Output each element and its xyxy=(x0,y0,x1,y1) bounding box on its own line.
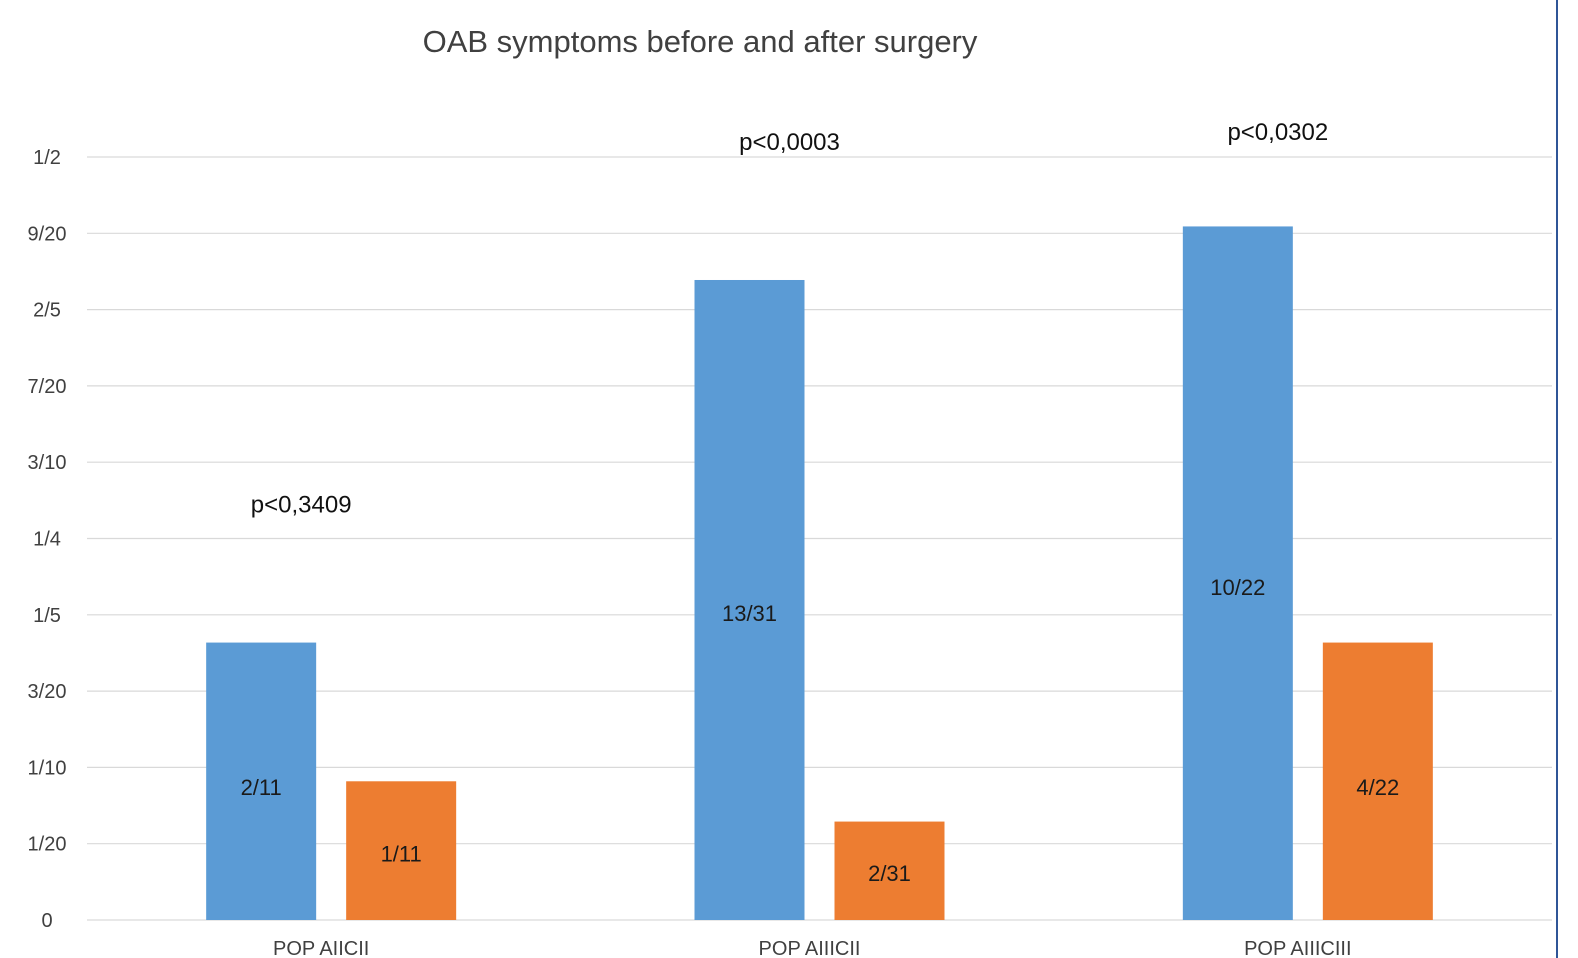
bar-data-label: 4/22 xyxy=(1356,775,1399,800)
y-tick-label: 1/4 xyxy=(33,529,61,551)
chart-title: OAB symptoms before and after surgery xyxy=(423,24,978,59)
y-tick-label: 1/20 xyxy=(28,834,67,856)
bar xyxy=(1182,226,1293,921)
y-tick-label: 3/10 xyxy=(28,452,67,474)
bar-data-label: 13/31 xyxy=(722,601,777,626)
bar xyxy=(206,642,317,920)
chart-frame-border xyxy=(1556,0,1558,958)
x-tick-label: POP AIICII xyxy=(273,938,369,958)
bars xyxy=(206,226,1433,921)
y-tick-label: 1/2 xyxy=(33,147,61,169)
bar-data-label: 10/22 xyxy=(1210,575,1265,600)
x-tick-label: POP AIIICIII xyxy=(1244,938,1351,958)
p-value-annotation: p<0,0302 xyxy=(1227,119,1328,146)
bar-data-label: 2/31 xyxy=(868,861,911,886)
p-value-annotations: p<0,3409 p<0,0003 p<0,0302 xyxy=(251,119,1328,519)
bar xyxy=(834,821,945,920)
y-axis-tick-labels: 0 1/20 1/10 3/20 1/5 1/4 3/10 7/20 2/5 9/20 1/2 xyxy=(28,147,67,932)
x-tick-label: POP AIIICII xyxy=(759,938,861,958)
p-value-annotation: p<0,0003 xyxy=(739,129,840,156)
bar xyxy=(694,279,805,920)
y-tick-label: 1/5 xyxy=(33,605,61,627)
y-tick-label: 0 xyxy=(41,910,52,932)
p-value-annotation: p<0,3409 xyxy=(251,492,352,519)
bar-data-labels: 2/11 1/11 13/31 2/31 10/22 4/22 xyxy=(241,575,1400,886)
bar-data-label: 2/11 xyxy=(241,775,282,800)
gridlines xyxy=(87,156,1552,921)
bar xyxy=(1322,642,1433,920)
y-tick-label: 1/10 xyxy=(28,757,67,779)
y-tick-label: 9/20 xyxy=(28,223,67,245)
bar xyxy=(346,781,457,920)
bar-data-label: 1/11 xyxy=(381,841,422,866)
y-tick-label: 7/20 xyxy=(28,376,67,398)
y-tick-label: 3/20 xyxy=(28,681,67,703)
x-axis-category-labels: POP AIICII POP AIIICII POP AIIICIII xyxy=(273,938,1352,958)
y-tick-label: 2/5 xyxy=(33,300,61,322)
